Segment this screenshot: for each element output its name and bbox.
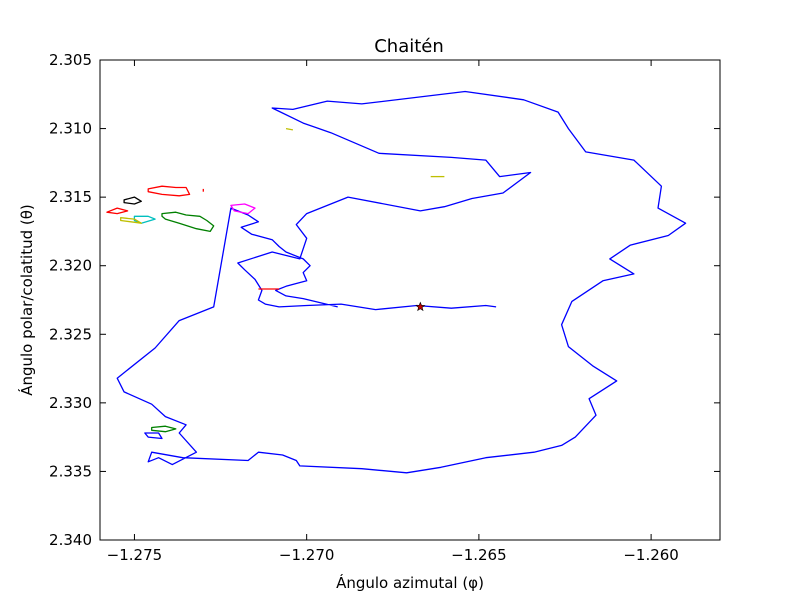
- y-tick-label: 2.335: [49, 462, 92, 480]
- axes-layer: −1.275 −1.270 −1.265 −1.260 2.305 2.310 2.315 2…: [49, 51, 721, 564]
- plot-background: [100, 60, 720, 540]
- star-marker: [415, 301, 426, 312]
- series-outline-3: [106, 207, 129, 215]
- plot-frame: [99, 59, 721, 541]
- y-tick-label: 2.325: [49, 325, 92, 343]
- series-outline-2: [147, 185, 191, 197]
- plot-area: [100, 60, 720, 540]
- series-outline-13: [151, 425, 177, 433]
- series-outline-4: [123, 196, 142, 205]
- series-outline-7: [161, 211, 215, 233]
- series-outline-14: [144, 432, 163, 440]
- data-layer: [106, 90, 687, 474]
- y-tick-label: 2.330: [49, 394, 92, 412]
- x-tick-label: −1.260: [623, 546, 679, 564]
- y-tick-label: 2.310: [49, 120, 92, 138]
- x-tick-label: −1.275: [107, 546, 163, 564]
- chart-title: Chaitén: [374, 36, 444, 57]
- series-outline-6: [120, 217, 142, 224]
- y-tick-label: 2.305: [49, 51, 92, 69]
- x-axis-label: Ángulo azimutal (φ): [336, 573, 484, 592]
- y-tick-label: 2.340: [49, 531, 92, 549]
- x-tick-label: −1.265: [451, 546, 507, 564]
- y-axis-label: Ángulo polar/colatitud (θ): [17, 204, 36, 396]
- y-tick-label: 2.315: [49, 188, 92, 206]
- x-tick-label: −1.270: [279, 546, 335, 564]
- y-tick-label: 2.320: [49, 257, 92, 275]
- series-outline-8: [230, 203, 256, 215]
- series-outline-10: [285, 127, 294, 131]
